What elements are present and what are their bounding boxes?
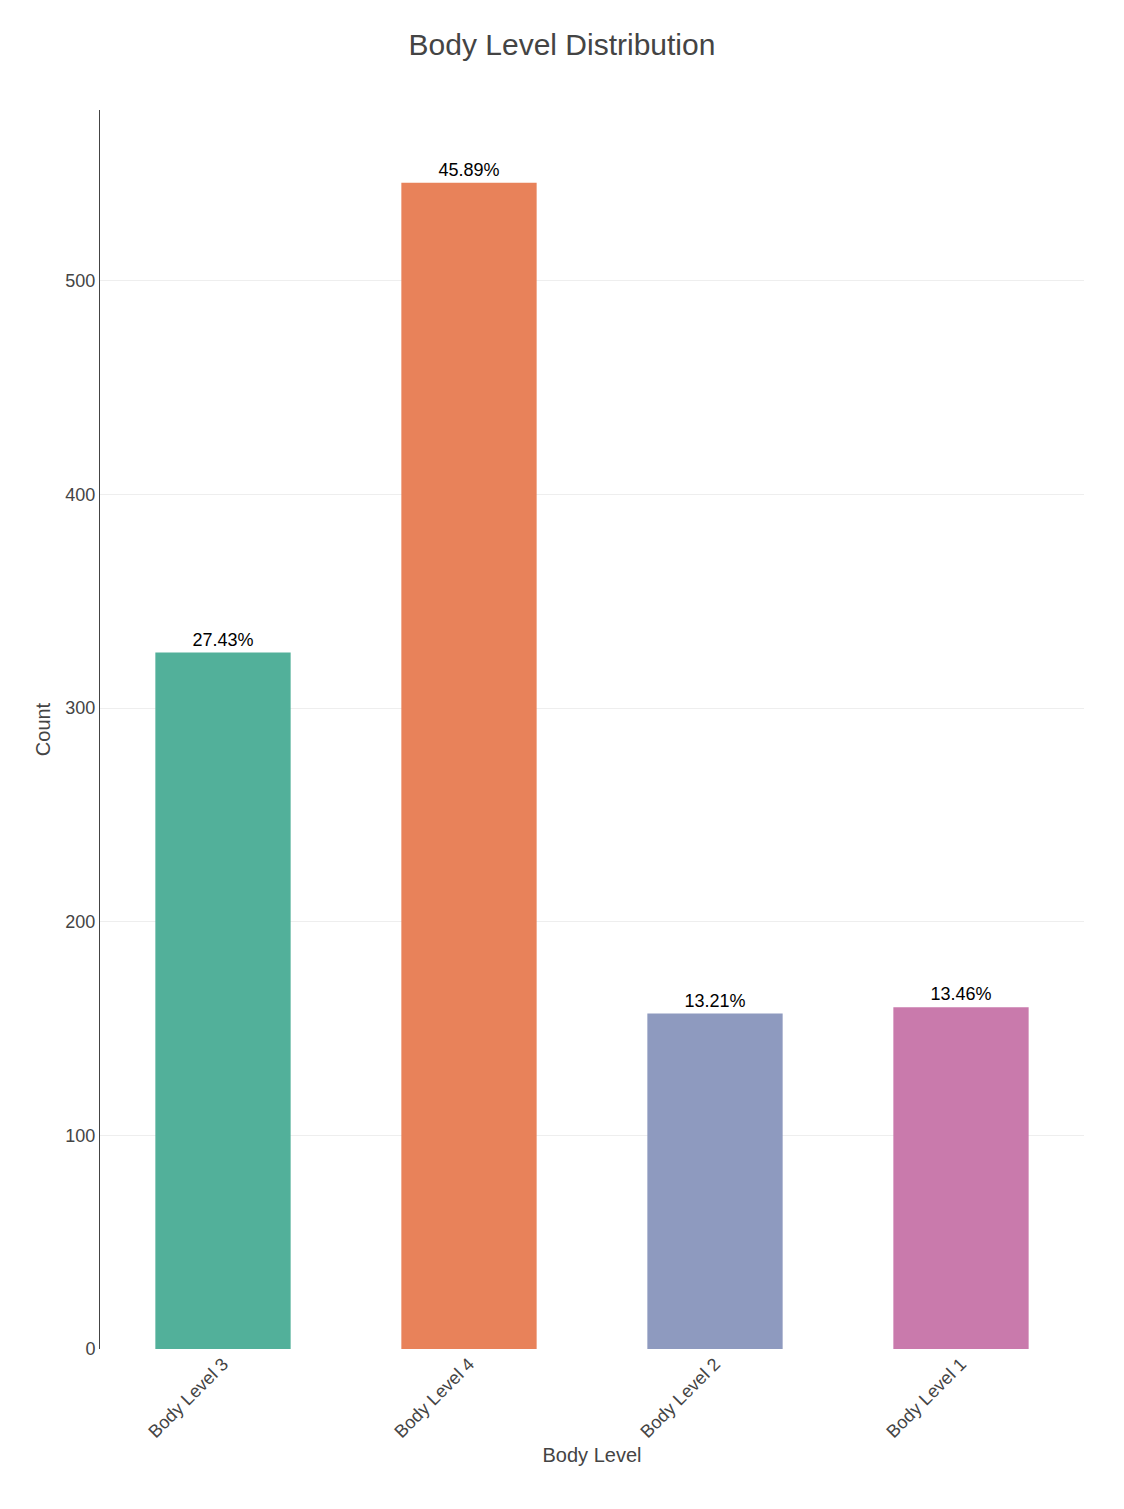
svg-text:Body Level 2: Body Level 2	[636, 1354, 724, 1442]
svg-text:Body Level 1: Body Level 1	[882, 1354, 970, 1442]
svg-text:13.21%: 13.21%	[684, 991, 745, 1011]
svg-text:Body Level Distribution: Body Level Distribution	[409, 28, 716, 61]
svg-text:27.43%: 27.43%	[192, 630, 253, 650]
svg-text:400: 400	[65, 485, 95, 505]
svg-text:Count: Count	[32, 702, 54, 756]
svg-text:300: 300	[65, 698, 95, 718]
svg-text:Body Level: Body Level	[543, 1444, 642, 1466]
svg-text:200: 200	[65, 912, 95, 932]
svg-text:100: 100	[65, 1126, 95, 1146]
svg-text:Body Level 3: Body Level 3	[144, 1354, 232, 1442]
svg-text:Body Level 4: Body Level 4	[390, 1354, 478, 1442]
svg-text:0: 0	[85, 1339, 95, 1359]
svg-text:500: 500	[65, 271, 95, 291]
svg-text:45.89%: 45.89%	[438, 160, 499, 180]
svg-text:13.46%: 13.46%	[930, 984, 991, 1004]
